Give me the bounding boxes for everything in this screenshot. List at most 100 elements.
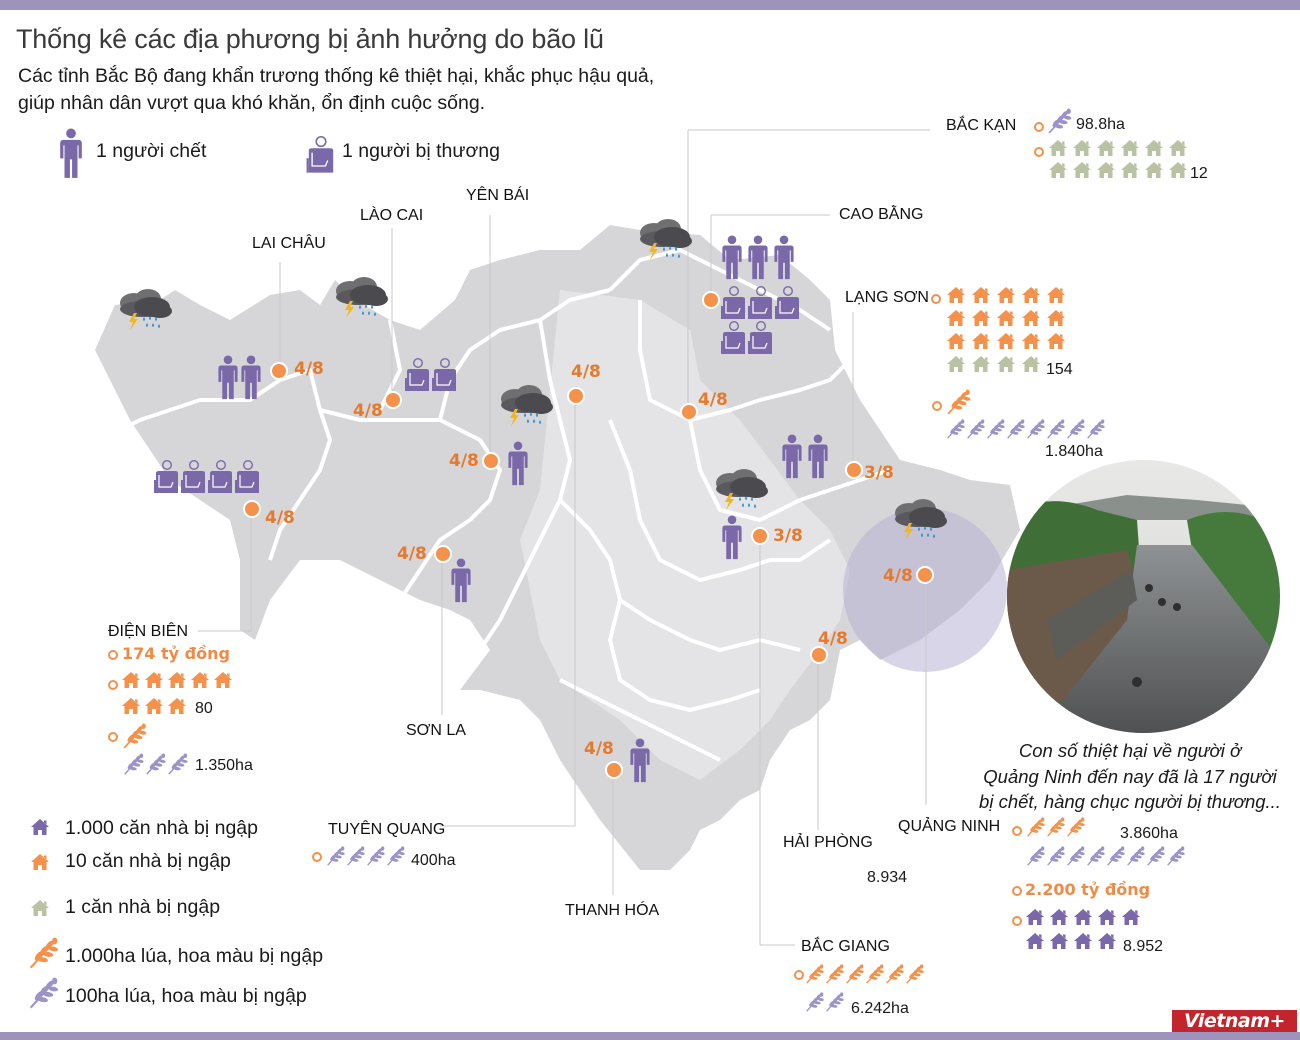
wheat-lavender-icon bbox=[1046, 844, 1066, 868]
house-sage-icon bbox=[1096, 139, 1116, 157]
house-sage-icon bbox=[1072, 139, 1092, 157]
house-orange-icon bbox=[1021, 309, 1041, 327]
house-purple-icon bbox=[30, 818, 50, 840]
bullet-dot bbox=[108, 732, 118, 742]
hai-phong-date: 4/8 bbox=[818, 629, 848, 649]
wheat-orange-icon bbox=[1046, 815, 1066, 839]
house-orange-icon bbox=[1021, 332, 1041, 350]
injured-person-icon bbox=[181, 460, 207, 496]
wheat-lavender-icon bbox=[1026, 844, 1046, 868]
province-label-quang-ninh: QUẢNG NINH bbox=[898, 818, 1001, 835]
wheat-lavender-icon bbox=[1026, 416, 1046, 442]
house-orange-icon bbox=[144, 697, 164, 715]
wheat-lavender-icon bbox=[1086, 416, 1106, 442]
person-icon bbox=[722, 515, 742, 565]
quang-ninh-orange-crop-icons bbox=[1026, 815, 1086, 839]
wheat-orange-icon bbox=[825, 962, 845, 986]
tuyen-quang-date: 4/8 bbox=[571, 362, 601, 382]
bac-giang-orange-crop-icons bbox=[805, 962, 925, 986]
wheat-lavender-icon bbox=[825, 990, 845, 1014]
quang-ninh-marker[interactable] bbox=[916, 566, 934, 584]
person-icon bbox=[782, 434, 802, 480]
house-orange-icon bbox=[946, 309, 966, 327]
bac-kan-marker[interactable] bbox=[680, 403, 698, 421]
legend-dead-label: 1 người chết bbox=[96, 140, 207, 162]
province-label-lai-chau: LAI CHÂU bbox=[252, 235, 326, 252]
dien-bien-house-icons bbox=[121, 671, 233, 715]
house-sage-icon bbox=[996, 355, 1016, 373]
injured-person-icon bbox=[721, 321, 747, 357]
house-sage-icon bbox=[1120, 161, 1140, 179]
house-sage-icon bbox=[1144, 139, 1164, 157]
house-orange-icon bbox=[213, 671, 233, 689]
quang-ninh-crops: 3.860ha bbox=[1120, 825, 1178, 842]
wheat-lavender-icon bbox=[966, 416, 986, 442]
dien-bien-houses: 80 bbox=[195, 700, 213, 717]
wheat-lavender-icon bbox=[1126, 844, 1146, 868]
house-orange-icon bbox=[144, 671, 164, 689]
house-sage-icon bbox=[1168, 139, 1188, 157]
thanh-hoa-marker[interactable] bbox=[605, 761, 623, 779]
lang-son-marker[interactable] bbox=[845, 461, 863, 479]
province-label-hai-phong: HẢI PHÒNG bbox=[783, 834, 873, 851]
wheat-lavender-icon bbox=[1146, 844, 1166, 868]
bullet-dot bbox=[108, 650, 118, 660]
bac-kan-crops: 98.8ha bbox=[1076, 116, 1125, 133]
house-sage-icon bbox=[30, 899, 50, 921]
cao-bang-marker[interactable] bbox=[702, 291, 720, 309]
wheat-orange-icon bbox=[845, 962, 865, 986]
house-purple-icon bbox=[1121, 908, 1141, 926]
house-orange-icon bbox=[121, 697, 141, 715]
lao-cai-injured-icons bbox=[405, 358, 458, 394]
hai-phong-marker[interactable] bbox=[810, 646, 828, 664]
injured-person-icon bbox=[748, 321, 774, 357]
bottom-accent-bar bbox=[0, 1032, 1300, 1040]
caption-line-2: Quảng Ninh đến nay đã là 17 người bbox=[983, 765, 1277, 787]
province-label-tuyen-quang: TUYÊN QUANG bbox=[328, 821, 446, 838]
legend-injured-label: 1 người bị thương bbox=[342, 140, 500, 162]
dien-bien-marker[interactable] bbox=[243, 500, 261, 518]
house-purple-icon bbox=[1049, 908, 1069, 926]
lao-cai-marker[interactable] bbox=[384, 391, 402, 409]
house-sage-icon bbox=[1096, 161, 1116, 179]
legend-item-1000ha: 1.000ha lúa, hoa màu bị ngập bbox=[65, 945, 324, 967]
injured-person-icon bbox=[235, 460, 261, 496]
yen-bai-marker[interactable] bbox=[482, 452, 500, 470]
house-sage-icon bbox=[1120, 139, 1140, 157]
bac-giang-marker[interactable] bbox=[751, 527, 769, 545]
province-label-yen-bai: YÊN BÁI bbox=[466, 187, 530, 204]
page-subtitle: Các tỉnh Bắc Bộ đang khẩn trương thống k… bbox=[18, 63, 738, 117]
wheat-orange-icon bbox=[805, 962, 825, 986]
wheat-lavender-icon bbox=[167, 752, 189, 776]
son-la-date: 4/8 bbox=[397, 544, 427, 564]
yen-bai-date: 4/8 bbox=[449, 451, 479, 471]
son-la-marker[interactable] bbox=[434, 545, 452, 563]
storm-cloud-icon bbox=[112, 287, 176, 335]
bullet-dot bbox=[1012, 916, 1022, 926]
top-accent-bar bbox=[0, 0, 1300, 10]
person-icon bbox=[241, 355, 261, 401]
lai-chau-dead-icons bbox=[218, 355, 261, 401]
flood-photo bbox=[1007, 460, 1280, 733]
house-purple-icon bbox=[1073, 908, 1093, 926]
wheat-lavender-icon bbox=[366, 845, 386, 867]
dien-bien-injured-icons bbox=[154, 460, 261, 496]
person-icon bbox=[748, 235, 768, 281]
injured-person-icon bbox=[721, 286, 747, 322]
vietnamplus-logo[interactable]: Vietnam+ bbox=[1172, 1010, 1297, 1032]
tuyen-quang-marker[interactable] bbox=[567, 387, 585, 405]
tuyen-quang-crop-icons bbox=[326, 845, 406, 867]
house-orange-icon bbox=[1046, 286, 1066, 304]
cao-bang-dead-icons bbox=[722, 235, 794, 281]
lai-chau-marker[interactable] bbox=[270, 362, 288, 380]
photo-caption: Con số thiệt hại về người ở Quảng Ninh đ… bbox=[960, 738, 1300, 815]
house-sage-icon bbox=[1144, 161, 1164, 179]
quang-ninh-houses: 8.952 bbox=[1123, 938, 1164, 955]
wheat-lavender-icon bbox=[1006, 416, 1026, 442]
person-icon bbox=[508, 441, 528, 491]
bullet-dot bbox=[1012, 886, 1022, 896]
quang-ninh-date: 4/8 bbox=[883, 566, 913, 586]
person-icon bbox=[451, 558, 471, 608]
wheat-lavender-icon bbox=[326, 845, 346, 867]
injured-person-icon bbox=[154, 460, 180, 496]
